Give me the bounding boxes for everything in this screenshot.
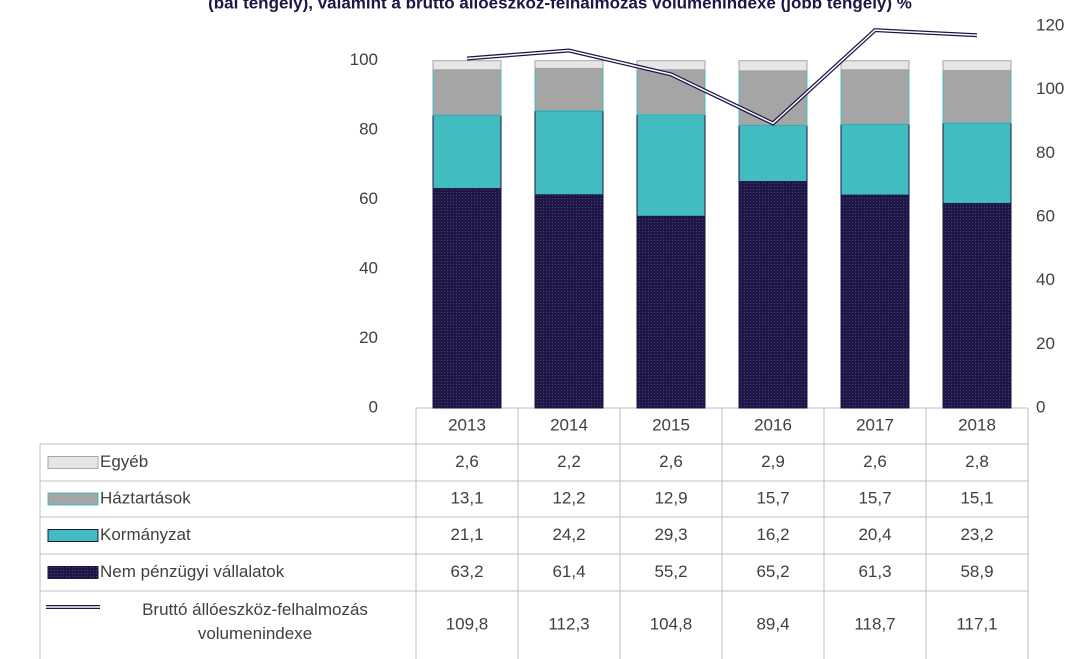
bar-segment [738, 60, 808, 72]
y-tick-label: 40 [359, 259, 378, 278]
chart-title: (bal tengely), valamint a bruttó állóesz… [208, 0, 912, 12]
table-value: 65,2 [756, 562, 789, 581]
table-value: 118,7 [854, 614, 895, 633]
legend-swatch [47, 529, 99, 542]
y2-tick-label: 40 [1036, 270, 1055, 289]
y2-tick-label: 80 [1036, 143, 1055, 162]
bar-segment [534, 110, 604, 196]
bar-segment [534, 60, 604, 69]
table-value: 109,8 [446, 614, 489, 633]
bar-segment [738, 70, 808, 126]
table-value: 2,6 [863, 452, 887, 471]
table-value: 23,2 [960, 525, 993, 544]
y2-tick-label: 0 [1036, 397, 1045, 416]
table-value: 24,2 [552, 525, 585, 544]
legend-label: Háztartások [100, 488, 191, 507]
table-value: 61,4 [552, 562, 585, 581]
legend-swatch [47, 492, 99, 506]
y2-tick-label: 100 [1036, 79, 1064, 98]
table-value: 58,9 [960, 562, 993, 581]
bar-segment [738, 181, 808, 409]
y2-tick-label: 120 [1036, 15, 1064, 34]
table-value: 117,1 [956, 614, 997, 633]
x-tick-label: 2013 [448, 415, 486, 434]
y-tick-label: 60 [359, 189, 378, 208]
table-value: 16,2 [756, 525, 789, 544]
table-value: 20,4 [858, 525, 891, 544]
table-value: 15,7 [756, 488, 789, 507]
bar-segment [942, 122, 1012, 204]
legend-label: Kormányzat [100, 525, 191, 544]
table-value: 2,8 [965, 452, 989, 471]
bar-segment [840, 60, 910, 71]
table-value: 2,6 [455, 452, 479, 471]
x-tick-label: 2016 [754, 415, 792, 434]
table-value: 15,7 [858, 488, 891, 507]
table-value: 2,2 [557, 452, 581, 471]
bar-segment [432, 69, 502, 116]
table-value: 104,8 [650, 614, 693, 633]
y-tick-label: 20 [359, 328, 378, 347]
legend-label: Egyéb [100, 452, 148, 471]
bar-segment [942, 69, 1012, 124]
legend-swatch [47, 566, 99, 579]
bar-segment [840, 194, 910, 409]
y2-tick-label: 60 [1036, 206, 1055, 225]
y2-tick-label: 20 [1036, 334, 1055, 353]
y-tick-label: 0 [369, 397, 378, 416]
y-tick-label: 80 [359, 120, 378, 139]
bar-segment [942, 202, 1012, 409]
table-value: 63,2 [450, 562, 483, 581]
table-value: 112,3 [548, 614, 589, 633]
legend-label: Bruttó állóeszköz-felhalmozás volumenind… [142, 600, 368, 643]
bar-segment [840, 123, 910, 196]
bar-segment [432, 114, 502, 190]
table-value: 29,3 [654, 525, 687, 544]
x-tick-label: 2017 [856, 415, 894, 434]
table-value: 89,4 [756, 614, 789, 633]
x-tick-label: 2018 [958, 415, 996, 434]
legend-label: Nem pénzügyi vállalatok [100, 562, 285, 581]
bar-segment [636, 215, 706, 409]
bar-segment [840, 69, 910, 125]
line-series-inner [466, 29, 978, 125]
table-value: 15,1 [960, 488, 993, 507]
table-value: 61,3 [858, 562, 891, 581]
bar-segment [534, 67, 604, 112]
table-value: 21,1 [450, 525, 483, 544]
table-value: 55,2 [654, 562, 687, 581]
x-tick-label: 2015 [652, 415, 690, 434]
table-value: 12,9 [654, 488, 687, 507]
bar-segment [942, 60, 1012, 71]
y-tick-label: 100 [350, 50, 378, 69]
table-value: 12,2 [552, 488, 585, 507]
bar-segment [636, 114, 706, 217]
table-value: 2,6 [659, 452, 683, 471]
table-value: 13,1 [450, 488, 483, 507]
x-tick-label: 2014 [550, 415, 588, 434]
bar-segment [432, 60, 502, 71]
bar-segment [534, 194, 604, 409]
bar-segment [432, 188, 502, 409]
bar-segment [738, 124, 808, 183]
table-value: 2,9 [761, 452, 785, 471]
legend-swatch [47, 456, 99, 469]
